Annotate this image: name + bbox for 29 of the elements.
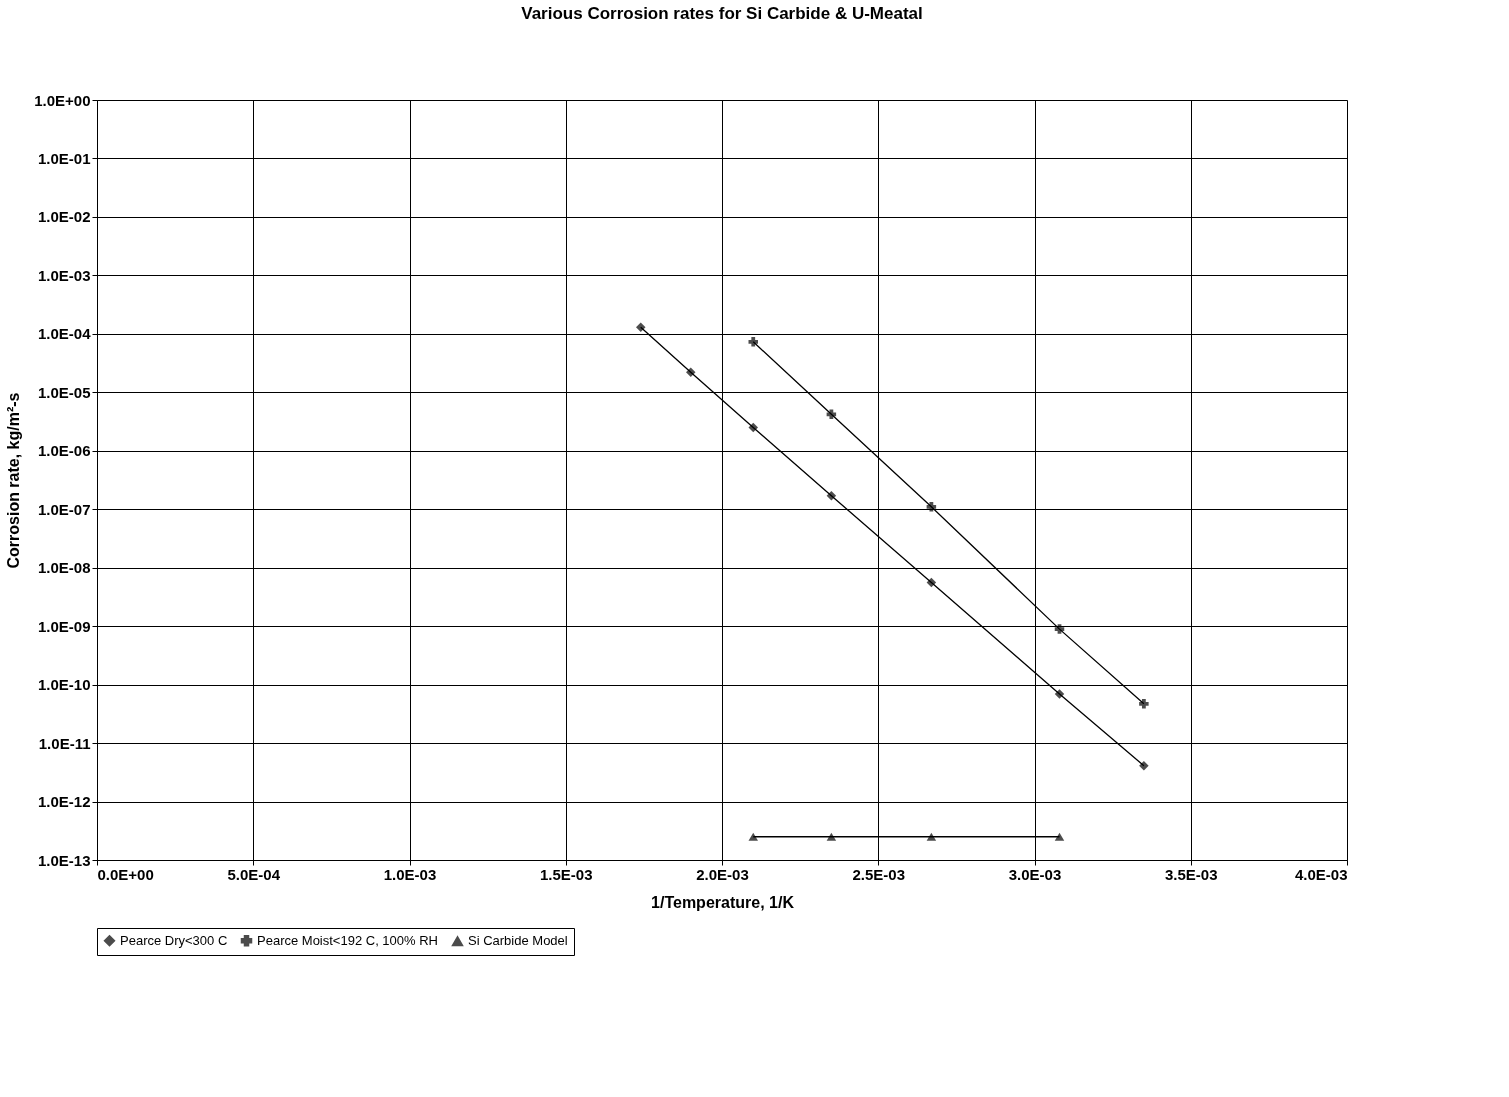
- x-tick-label: 3.0E-03: [1008, 865, 1062, 883]
- y-tick-label: 1.0E-11: [38, 734, 91, 752]
- legend-label: Si Carbide Model: [468, 933, 568, 949]
- x-tick-label: 4.0E-03: [1294, 865, 1348, 883]
- y-tick-label: 1.0E-03: [37, 266, 91, 284]
- x-tick-label: 3.5E-03: [1164, 865, 1218, 883]
- y-tick-label: 1.0E+00: [34, 91, 91, 109]
- y-tick-label: 1.0E-13: [37, 851, 91, 869]
- y-tick-label: 1.0E-02: [37, 208, 91, 226]
- x-tick-label: 0.0E+00: [97, 865, 154, 883]
- x-tick-label: 1.0E-03: [383, 865, 437, 883]
- legend-label: Pearce Dry<300 C: [120, 932, 228, 948]
- legend-label: Pearce Moist<192 C, 100% RH: [257, 932, 439, 948]
- y-tick-label: 1.0E-12: [37, 793, 91, 811]
- y-tick-label: 1.0E-08: [37, 559, 91, 577]
- chart-title: Various Corrosion rates for Si Carbide & U-Meatal: [521, 4, 923, 23]
- x-tick-label: 2.5E-03: [852, 865, 906, 883]
- y-axis-title: Corrosion rate, kg/m²-s: [5, 392, 23, 569]
- y-tick-label: 1.0E-05: [37, 383, 91, 401]
- y-tick-label: 1.0E-09: [37, 617, 91, 635]
- x-tick-label: 2.0E-03: [696, 865, 749, 883]
- y-tick-label: 1.0E-04: [37, 325, 92, 343]
- y-tick-label: 1.0E-06: [37, 442, 91, 460]
- x-axis-title: 1/Temperature, 1/K: [651, 893, 795, 911]
- y-tick-label: 1.0E-10: [37, 676, 91, 694]
- y-tick-label: 1.0E-07: [37, 500, 91, 518]
- y-tick-label: 1.0E-01: [37, 149, 91, 167]
- x-tick-label: 5.0E-04: [227, 865, 281, 883]
- x-tick-label: 1.5E-03: [539, 865, 593, 883]
